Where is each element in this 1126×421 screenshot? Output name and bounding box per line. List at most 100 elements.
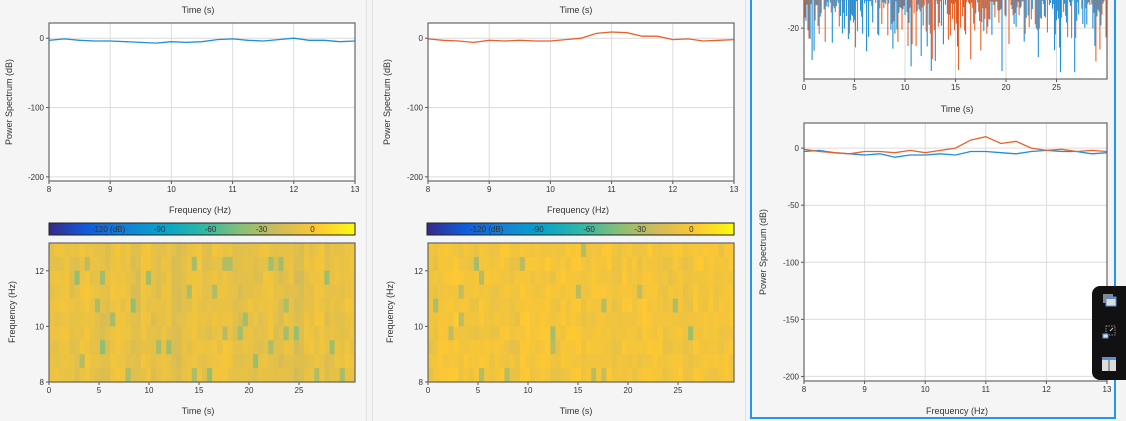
spectrogram-cell xyxy=(304,368,310,383)
spectrogram-cell xyxy=(176,284,183,300)
spectrum-line xyxy=(803,149,1108,158)
spectrogram-cell xyxy=(191,298,198,314)
spectrogram-cell xyxy=(247,354,254,369)
spectrogram-cell xyxy=(499,368,506,383)
spectrogram-cell xyxy=(708,368,715,383)
spectrogram-cell xyxy=(570,368,577,383)
spectrogram-cell xyxy=(309,270,315,286)
spectrogram-cell xyxy=(115,243,121,258)
spectrogram-cell xyxy=(540,368,546,383)
spectrogram-cell xyxy=(468,243,475,258)
spectrogram-cell xyxy=(339,284,346,300)
spectrogram-cell xyxy=(555,270,562,286)
spectrogram-cell xyxy=(504,284,511,300)
spectrogram-cell xyxy=(632,368,638,383)
spectrogram-cell xyxy=(494,270,500,286)
spectrogram-cell xyxy=(535,284,541,300)
spectrogram-cell xyxy=(473,312,480,327)
spectrogram-cell xyxy=(591,298,597,314)
spectrogram-cell xyxy=(242,284,249,300)
spectrogram-cell xyxy=(84,270,91,286)
spectrogram-cell xyxy=(581,312,587,327)
plot-frame xyxy=(803,122,1108,382)
spectrogram-cell xyxy=(713,340,720,355)
spectrogram-cell xyxy=(535,326,541,341)
p3-time-xlabel: Time (s) xyxy=(940,104,974,114)
spectrogram-cell xyxy=(550,326,557,341)
spectrogram-cell xyxy=(484,270,490,286)
spectrogram-cell xyxy=(166,243,172,258)
spectrogram-cell xyxy=(606,270,613,286)
panel-combined-active[interactable]: 0 5 10 15 20 25 -20 8 9 10 11 12 13 0 -50 -100 -150 -200 … xyxy=(750,0,1116,419)
window-stack-icon[interactable] xyxy=(1101,292,1117,308)
spectrogram-cell xyxy=(540,284,546,300)
spectrogram-cell xyxy=(570,326,577,341)
spectrogram-cell xyxy=(227,243,234,258)
spectrogram-cell xyxy=(222,270,229,286)
spectrogram-cell xyxy=(151,312,157,327)
spectrogram-cell xyxy=(140,298,147,314)
spectrogram-cell xyxy=(324,284,331,300)
spectrogram-cell xyxy=(304,243,310,258)
spectrogram-cell xyxy=(524,368,531,383)
spectrogram-cell xyxy=(319,326,325,341)
spectrogram-cell xyxy=(161,270,167,286)
y-tick-label: 10 xyxy=(414,322,423,331)
spectrogram-cell xyxy=(59,326,65,341)
spectrogram-cell xyxy=(283,284,290,300)
spectrogram-cell xyxy=(89,270,96,286)
spectrogram-cell xyxy=(468,354,475,369)
spectrogram-cell xyxy=(212,354,218,369)
spectrogram-cell xyxy=(288,312,295,327)
spectrogram-cell xyxy=(453,298,460,314)
spectrogram-cell xyxy=(667,256,674,272)
colorbar-tick-label: -90 xyxy=(154,225,166,234)
spectrogram-cell xyxy=(575,312,582,327)
spectrogram-cell xyxy=(479,312,485,327)
spectrogram-cell xyxy=(581,340,587,355)
spectrogram-cell xyxy=(49,243,55,258)
spectrogram-cell xyxy=(314,270,320,286)
spectrogram-cell xyxy=(688,243,694,258)
spectrogram-cell xyxy=(84,284,91,300)
spectrogram-cell xyxy=(632,326,638,341)
spectrogram-cell xyxy=(504,326,511,341)
spectrogram-cell xyxy=(293,340,300,355)
spectrogram-cell xyxy=(611,354,618,369)
split-layout-icon[interactable] xyxy=(1101,356,1117,372)
spectrogram-cell xyxy=(514,326,521,341)
spectrogram-cell xyxy=(232,298,239,314)
spectrogram-cell xyxy=(156,368,162,383)
spectrogram-cell xyxy=(339,256,346,272)
spectrogram-cell xyxy=(74,243,81,258)
spectrogram-cell xyxy=(468,326,475,341)
spectrogram-cell xyxy=(196,354,203,369)
spectrogram-cell xyxy=(64,298,70,314)
spectrogram-cell xyxy=(601,298,608,314)
spectrogram-cell xyxy=(69,368,76,383)
spectrogram-cell xyxy=(667,326,674,341)
spectrogram-cell xyxy=(54,312,60,327)
spectrogram-cell xyxy=(616,340,623,355)
spectrogram-cell xyxy=(428,243,434,258)
plot-frame xyxy=(803,0,1108,80)
spectrogram-cell xyxy=(463,256,470,272)
spectrogram-cell xyxy=(237,284,244,300)
spectrogram-cell xyxy=(570,270,577,286)
spectrogram-cell xyxy=(662,368,669,383)
spectrogram-cell xyxy=(288,326,295,341)
spectrogram-cell xyxy=(263,340,269,355)
spectrogram-cell xyxy=(652,243,659,258)
spectrogram-cell xyxy=(550,298,557,314)
spectrogram-cell xyxy=(565,256,572,272)
spectrogram-cell xyxy=(698,298,704,314)
spectrogram-cell xyxy=(263,298,269,314)
resize-icon[interactable] xyxy=(1101,324,1117,340)
spectrogram-cell xyxy=(156,298,162,314)
spectrogram-cell xyxy=(591,256,597,272)
plot-area xyxy=(428,23,734,181)
spectrogram-cell xyxy=(718,312,725,327)
spectrogram-cell xyxy=(693,326,699,341)
spectrogram-cell xyxy=(242,340,249,355)
spectrogram-cell xyxy=(575,368,582,383)
